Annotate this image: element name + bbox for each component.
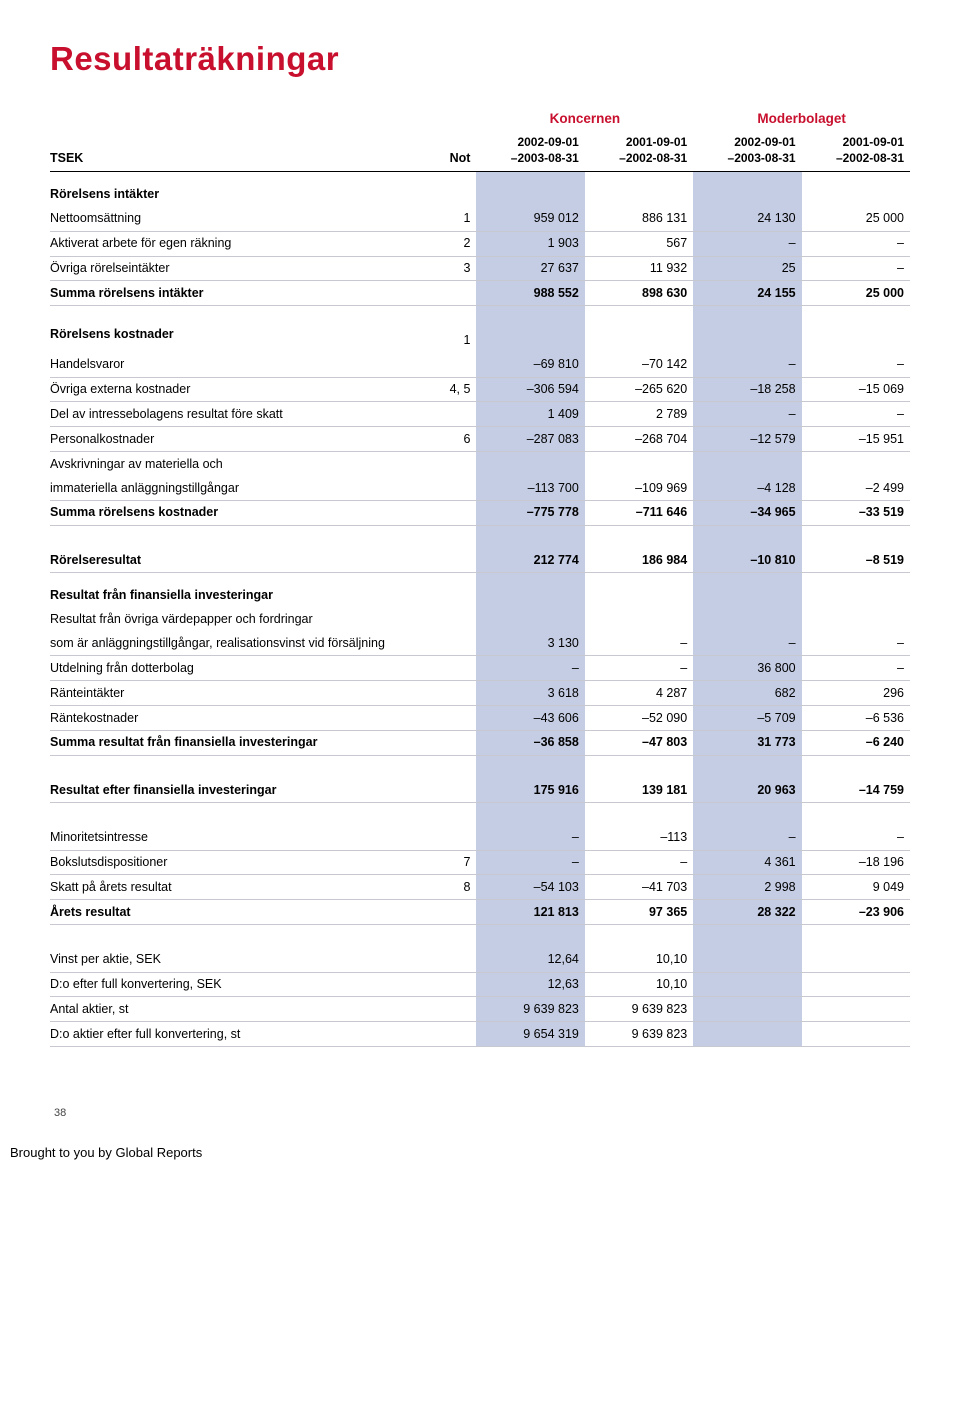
table-row: Övriga rörelseintäkter327 63711 93225– xyxy=(50,256,910,281)
table-row: Bokslutsdispositioner7––4 361–18 196 xyxy=(50,850,910,875)
table-row: Rörelseresultat212 774186 984–10 810–8 5… xyxy=(50,525,910,572)
table-row: Antal aktier, st9 639 8239 639 823 xyxy=(50,997,910,1022)
table-row: Resultat från finansiella investeringar xyxy=(50,573,910,608)
table-row: Övriga externa kostnader4, 5–306 594–265… xyxy=(50,377,910,402)
table-row: Resultat från övriga värdepapper och for… xyxy=(50,608,910,632)
footer-text: Brought to you by Global Reports xyxy=(10,1145,910,1160)
table-row: Personalkostnader6–287 083–268 704–12 57… xyxy=(50,427,910,452)
table-row: D:o aktier efter full konvertering, st9 … xyxy=(50,1022,910,1047)
table-row: Summa rörelsens intäkter988 552898 63024… xyxy=(50,281,910,306)
col-b-header: 2001-09-01–2002-08-31 xyxy=(585,132,693,172)
table-row: immateriella anläggningstillgångar–113 7… xyxy=(50,476,910,500)
table-row: Minoritetsintresse––113–– xyxy=(50,803,910,850)
table-row: Handelsvaror–69 810–70 142–– xyxy=(50,353,910,377)
col-d-header: 2001-09-01–2002-08-31 xyxy=(802,132,910,172)
page-title: Resultaträkningar xyxy=(50,40,910,78)
table-row: Summa resultat från finansiella invester… xyxy=(50,730,910,755)
table-row: Skatt på årets resultat8–54 103–41 7032 … xyxy=(50,875,910,900)
table-row: Resultat efter finansiella investeringar… xyxy=(50,755,910,802)
group-header-moderbolaget: Moderbolaget xyxy=(693,106,910,132)
group-header-koncernen: Koncernen xyxy=(476,106,693,132)
table-row: Räntekostnader–43 606–52 090–5 709–6 536 xyxy=(50,706,910,731)
col-a-header: 2002-09-01–2003-08-31 xyxy=(476,132,584,172)
table-row: Årets resultat121 81397 36528 322–23 906 xyxy=(50,900,910,925)
table-row: Aktiverat arbete för egen räkning21 9035… xyxy=(50,231,910,256)
table-row: som är anläggningstillgångar, realisatio… xyxy=(50,631,910,655)
table-row: Utdelning från dotterbolag––36 800– xyxy=(50,656,910,681)
tsek-header: TSEK xyxy=(50,132,421,172)
table-row: Rörelsens kostnader1 xyxy=(50,306,910,353)
table-row: Summa rörelsens kostnader–775 778–711 64… xyxy=(50,500,910,525)
table-row: Vinst per aktie, SEK12,6410,10 xyxy=(50,925,910,972)
table-row: D:o efter full konvertering, SEK12,6310,… xyxy=(50,972,910,997)
table-row: Avskrivningar av materiella och xyxy=(50,452,910,476)
table-row: Del av intressebolagens resultat före sk… xyxy=(50,402,910,427)
table-row: Nettoomsättning1959 012886 13124 13025 0… xyxy=(50,207,910,231)
col-c-header: 2002-09-01–2003-08-31 xyxy=(693,132,801,172)
table-row: Rörelsens intäkter xyxy=(50,172,910,207)
table-row: Ränteintäkter3 6184 287682296 xyxy=(50,681,910,706)
not-header: Not xyxy=(421,132,476,172)
page-number: 38 xyxy=(50,1107,910,1119)
income-statement-table: Koncernen Moderbolaget TSEK Not 2002-09-… xyxy=(50,106,910,1047)
